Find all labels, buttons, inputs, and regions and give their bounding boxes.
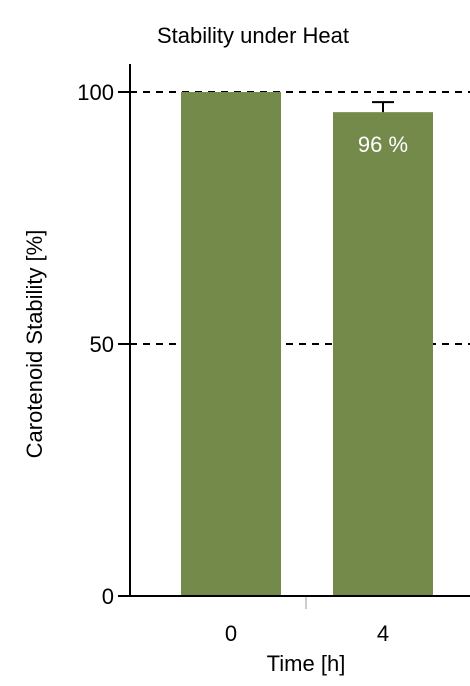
chart-title: Stability under Heat (157, 23, 349, 48)
bars (181, 92, 433, 596)
data-label-4: 96 % (358, 132, 408, 157)
y-tick-label-0: 0 (102, 584, 114, 609)
x-axis-label: Time [h] (267, 651, 346, 676)
y-tick-label-50: 50 (90, 332, 114, 357)
y-axis-ticks: 0 50 100 (77, 80, 130, 609)
bar-4 (333, 112, 433, 596)
bar-0 (181, 92, 281, 596)
x-tick-label-4: 4 (377, 621, 389, 646)
y-tick-label-100: 100 (77, 80, 114, 105)
error-bars (372, 101, 394, 113)
y-axis-label: Carotenoid Stability [%] (22, 230, 47, 459)
x-tick-label-0: 0 (225, 621, 237, 646)
data-labels: 96 % (358, 132, 408, 157)
